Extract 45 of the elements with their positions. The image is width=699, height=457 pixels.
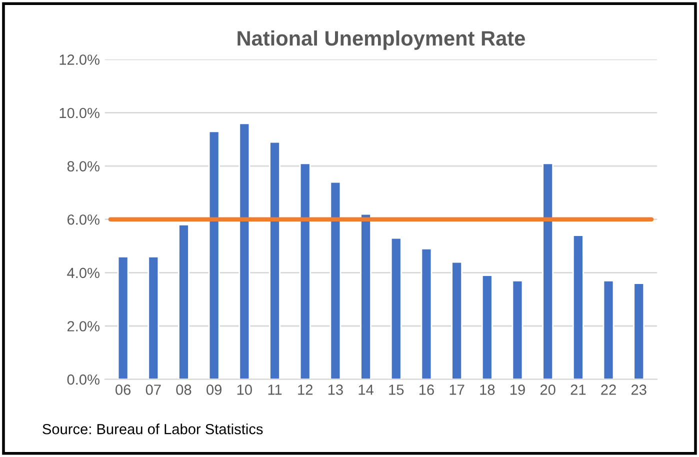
bar <box>360 213 372 380</box>
x-tick-label: 09 <box>206 384 222 395</box>
x-tick-label: 10 <box>237 384 252 395</box>
x-tick-label: 12 <box>298 384 312 395</box>
bar <box>208 130 220 380</box>
y-tick-label: 12.0% <box>60 54 100 65</box>
x-tick-label: 13 <box>328 384 343 395</box>
x-tick-label: 11 <box>268 384 282 395</box>
x-tick-label: 15 <box>389 384 404 395</box>
x-tick-label: 20 <box>540 384 556 395</box>
bar <box>451 261 463 380</box>
y-tick-label: 10.0% <box>60 108 100 118</box>
chart-title: National Unemployment Rate <box>238 30 525 50</box>
x-tick-label: 07 <box>146 384 161 395</box>
bar <box>633 282 645 380</box>
bar <box>542 162 554 380</box>
y-tick-label: 2.0% <box>67 321 100 332</box>
bar <box>148 256 160 380</box>
y-tick-label: 6.0% <box>67 214 100 225</box>
bar <box>572 234 584 380</box>
x-tick-label: 06 <box>116 384 131 395</box>
bar <box>390 237 402 380</box>
x-tick-label: 23 <box>631 384 646 395</box>
bar <box>330 181 342 380</box>
x-tick-label: 21 <box>570 384 586 395</box>
x-tick-label: 14 <box>358 384 374 395</box>
x-tick-label: 19 <box>510 384 525 395</box>
bar <box>117 256 129 380</box>
x-tick-label: 17 <box>450 384 464 395</box>
x-tick-label: 22 <box>601 384 616 395</box>
bar <box>481 274 493 380</box>
bar <box>299 162 311 380</box>
bar <box>269 141 280 380</box>
bar <box>178 224 190 380</box>
bar <box>512 280 524 380</box>
bar <box>602 280 614 380</box>
y-tick-label: 8.0% <box>67 161 100 172</box>
bar <box>420 248 432 380</box>
y-tick-label: 4.0% <box>67 268 100 278</box>
x-tick-label: 16 <box>419 384 434 395</box>
y-tick-label: 0.0% <box>67 374 100 385</box>
x-tick-label: 08 <box>176 384 192 395</box>
source-note: Source: Bureau of Labor Statistics <box>42 424 263 434</box>
x-tick-label: 18 <box>480 384 495 395</box>
bar <box>238 122 250 380</box>
